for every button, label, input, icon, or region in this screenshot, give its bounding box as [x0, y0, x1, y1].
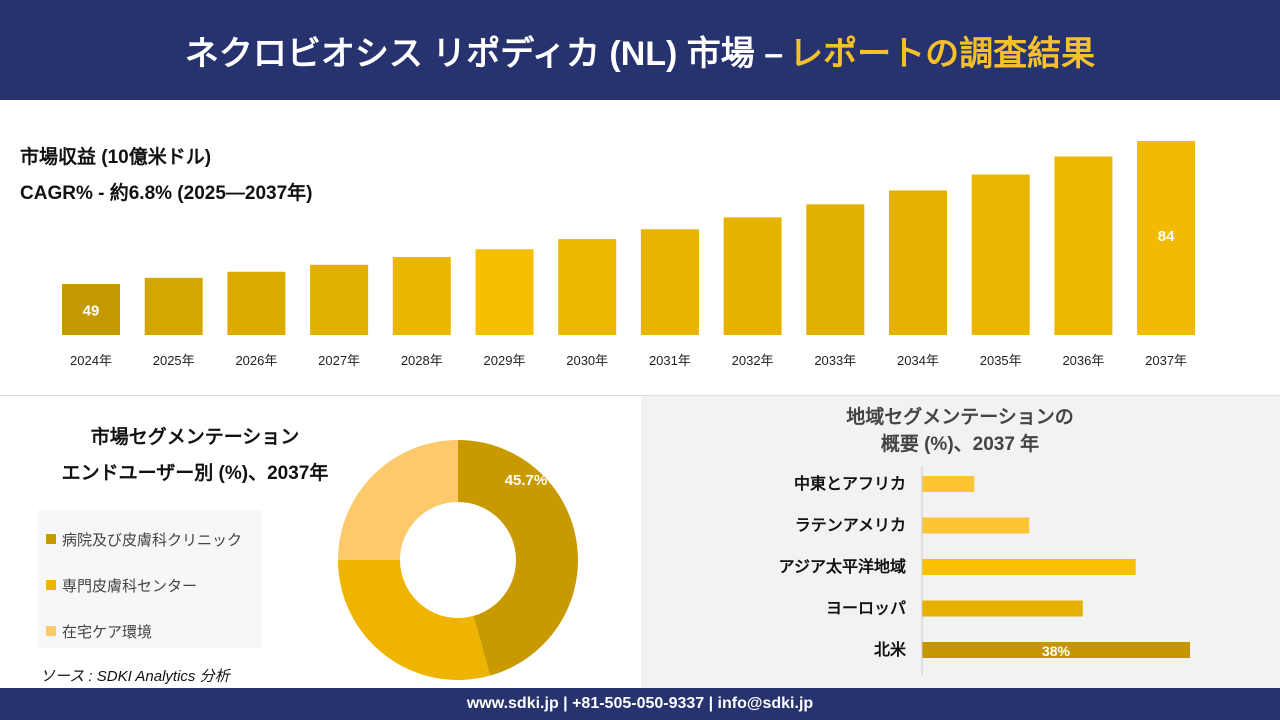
x-tick-label: 2026年: [235, 353, 277, 368]
revenue-info: 市場収益 (10億米ドル) CAGR% - 約6.8% (2025—2037年): [20, 140, 313, 212]
category-label: 中東とアフリカ: [794, 474, 906, 493]
data-label: 38%: [1042, 643, 1071, 659]
x-tick-label: 2034年: [897, 353, 939, 368]
bar: [723, 217, 782, 335]
regional-panel: [641, 396, 1280, 688]
x-tick-label: 2027年: [318, 353, 360, 368]
legend-item: 在宅ケア環境: [46, 608, 254, 654]
revenue-bar-chart: 2024年 49 2025年 2026年 2027年 2028年 2029年 2030年 203…: [62, 141, 1196, 368]
donut-slice: [458, 440, 579, 676]
header-banner: ネクロビオシス リポディカ (NL) 市場 – レポートの調査結果: [0, 0, 1280, 100]
x-tick-label: 2028年: [401, 353, 443, 368]
revenue-label: 市場収益 (10億米ドル): [20, 147, 212, 168]
data-label: 84: [1158, 228, 1175, 245]
x-tick-label: 2033年: [814, 353, 856, 368]
data-label: 45.7%: [505, 472, 548, 489]
bar: [62, 284, 120, 335]
bar: [640, 229, 699, 335]
x-tick-label: 2035年: [980, 353, 1022, 368]
x-tick-label: 2025年: [153, 353, 195, 368]
title-highlight: レポートの調査結果: [789, 34, 1096, 73]
donut-legend: 病院及び皮膚科クリニック 専門皮膚科センター 在宅ケア環境: [38, 510, 262, 648]
category-label: ヨーロッパ: [826, 600, 906, 618]
x-tick-label: 2029年: [484, 353, 526, 368]
legend-swatch: [46, 626, 56, 636]
donut-slice: [338, 440, 458, 560]
donut-slice: [338, 560, 491, 680]
x-tick-label: 2037年: [1145, 353, 1187, 368]
data-label: 49: [83, 303, 100, 320]
bar: [392, 257, 451, 335]
x-tick-label: 2024年: [70, 353, 112, 368]
bar: [922, 600, 1083, 617]
segment-title-line2: エンドユーザー別 (%)、2037年: [61, 463, 329, 484]
category-label: ラテンアメリカ: [795, 517, 906, 535]
bar: [922, 517, 1030, 534]
x-tick-label: 2032年: [732, 353, 774, 368]
bar: [1137, 141, 1196, 335]
bar: [475, 249, 534, 335]
cagr-label: CAGR% - 約6.8% (2025—2037年): [20, 183, 313, 204]
bar: [310, 264, 369, 335]
bar: [558, 239, 617, 335]
bar: [922, 476, 975, 492]
bar: [806, 204, 865, 335]
x-tick-label: 2030年: [566, 353, 608, 368]
regional-title: 地域セグメンテーションの 概要 (%)、2037 年: [790, 404, 1130, 458]
title-main: ネクロビオシス リポディカ (NL) 市場 –: [184, 34, 784, 73]
legend-item: 病院及び皮膚科クリニック: [46, 516, 254, 562]
bar: [889, 190, 947, 335]
bar: [144, 277, 203, 335]
legend-swatch: [46, 580, 56, 590]
x-tick-label: 2031年: [649, 353, 691, 368]
legend-swatch: [46, 534, 56, 544]
category-label: 北米: [874, 640, 907, 659]
footer-contact: www.sdki.jp | +81-505-050-9337 | info@sd…: [0, 688, 1280, 720]
bar: [227, 271, 286, 335]
divider: [0, 395, 1280, 396]
regional-title-line1: 地域セグメンテーションの: [846, 407, 1074, 428]
regional-title-line2: 概要 (%)、2037 年: [880, 434, 1040, 455]
legend-label: 病院及び皮膚科クリニック: [62, 531, 243, 549]
bar: [922, 642, 1190, 658]
source-note: ソース : SDKI Analytics 分析: [40, 668, 230, 685]
segment-title-line1: 市場セグメンテーション: [90, 427, 300, 448]
x-tick-label: 2036年: [1062, 353, 1104, 368]
end-user-donut-chart: 45.7%: [338, 440, 579, 680]
bar: [971, 174, 1030, 335]
legend-label: 在宅ケア環境: [62, 623, 153, 641]
bar: [922, 559, 1136, 575]
legend-item: 専門皮膚科センター: [46, 562, 254, 608]
legend-label: 専門皮膚科センター: [62, 577, 198, 595]
bar: [1054, 156, 1113, 335]
segment-title: 市場セグメンテーション エンドユーザー別 (%)、2037年: [30, 420, 360, 492]
category-label: アジア太平洋地域: [779, 557, 906, 576]
